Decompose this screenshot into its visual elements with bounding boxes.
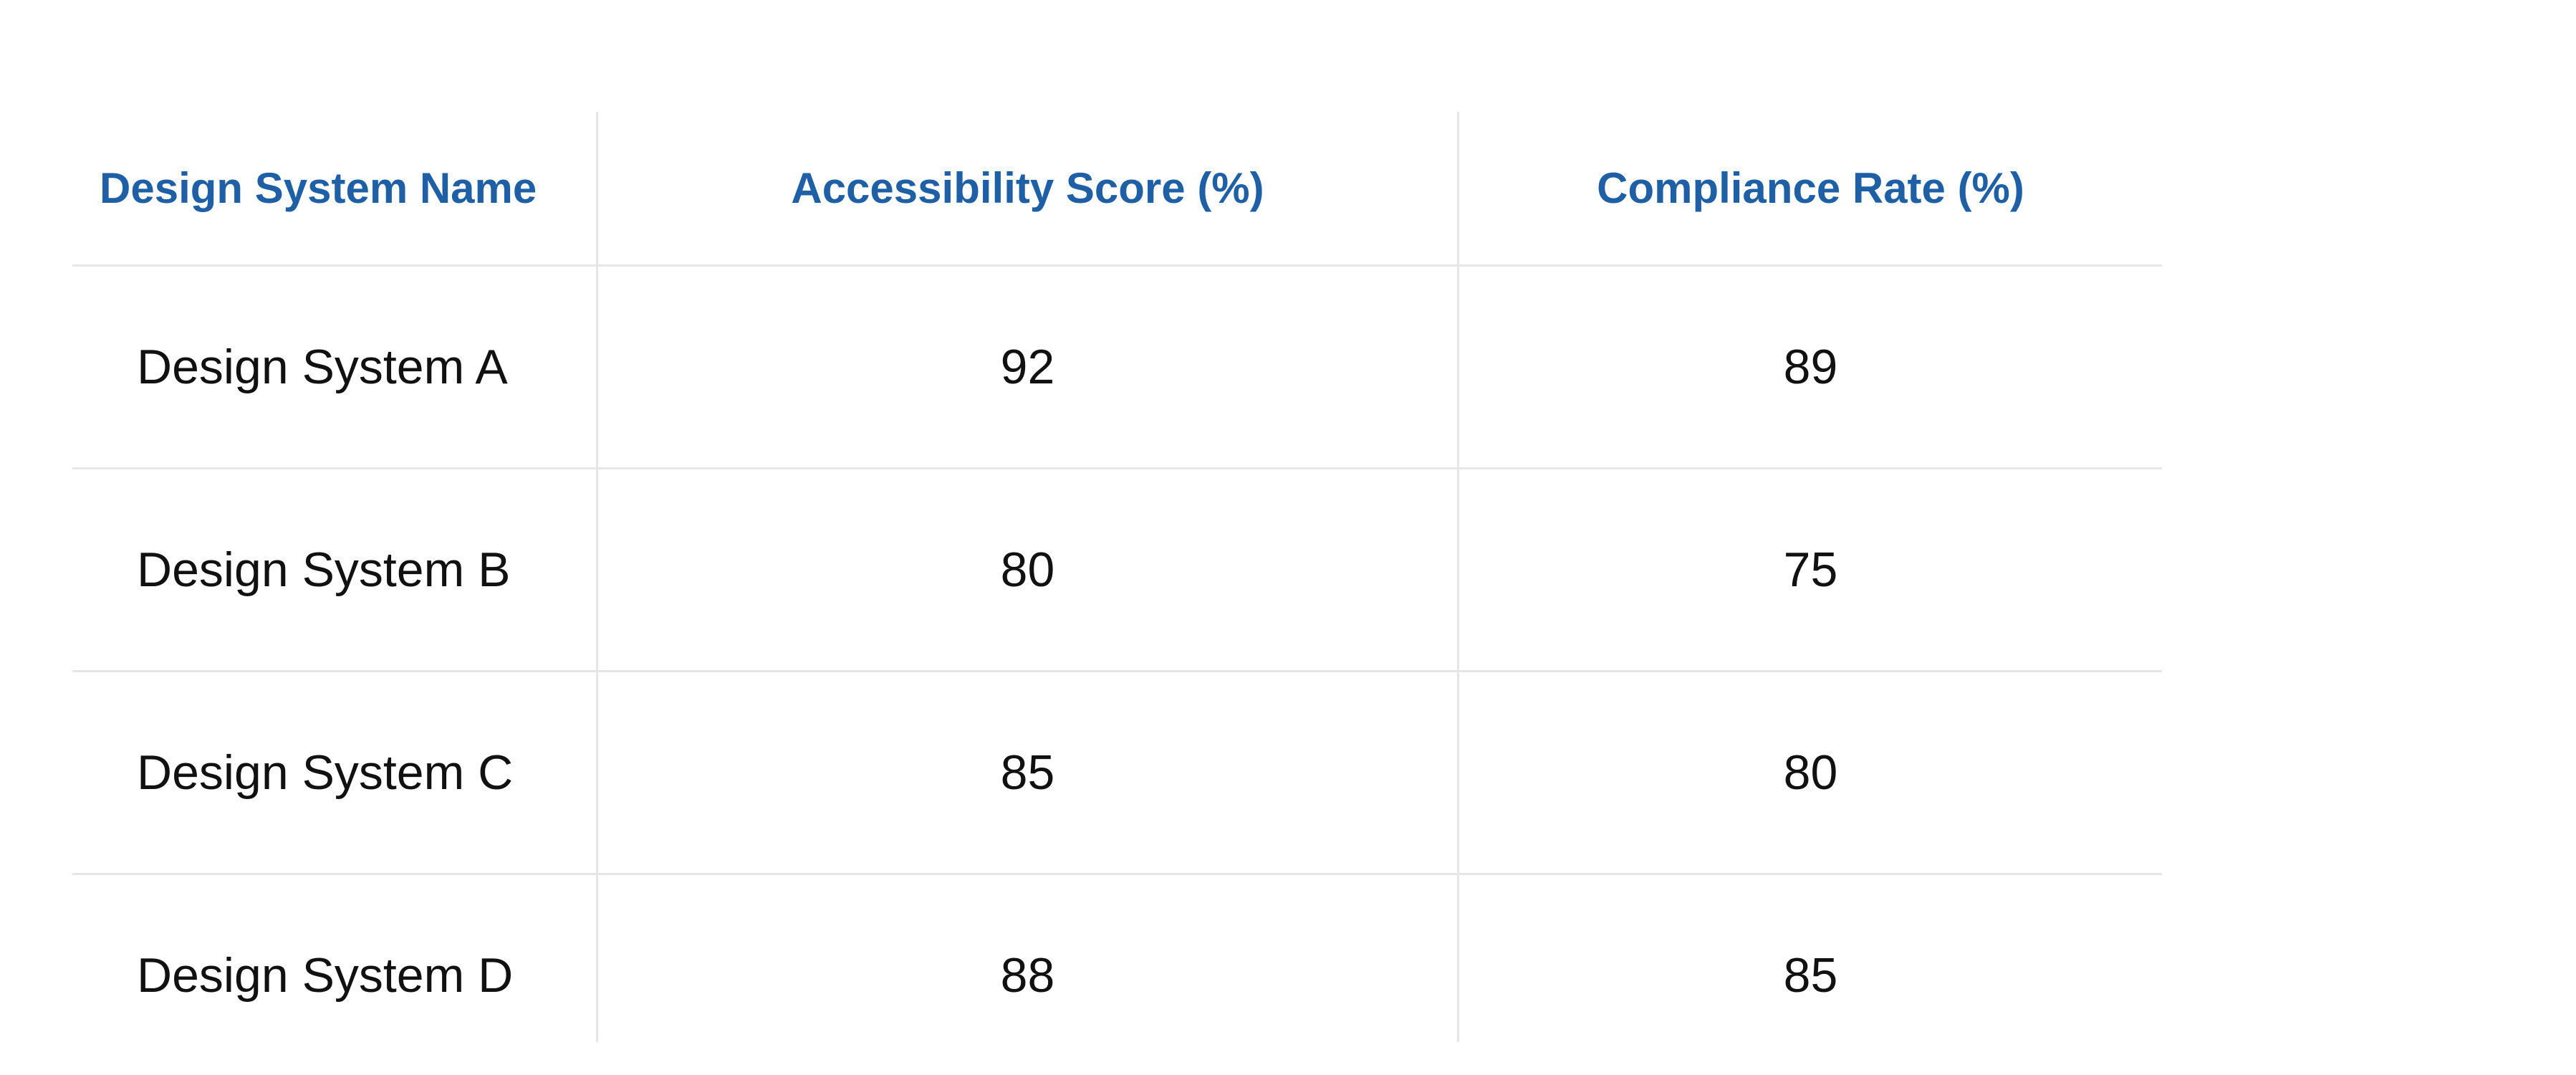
table-row: Design System C 85 80 xyxy=(72,670,2162,873)
header-cell: Compliance Rate (%) xyxy=(1457,112,2162,264)
table-cell: 85 xyxy=(596,672,1457,873)
table-cell: 88 xyxy=(596,875,1457,1042)
table-cell: 85 xyxy=(1457,875,2162,1042)
table-row: Design System D 88 85 xyxy=(72,873,2162,1042)
header-cell: Accessibility Score (%) xyxy=(596,112,1457,264)
table-cell: 80 xyxy=(1457,672,2162,873)
table-cell: 92 xyxy=(596,267,1457,467)
table-cell: 80 xyxy=(596,469,1457,670)
table-cell: 75 xyxy=(1457,469,2162,670)
table-row: Design System B 80 75 xyxy=(72,467,2162,670)
table-cell: Design System B xyxy=(137,543,511,597)
table-cell: Design System D xyxy=(137,948,514,1003)
header-row: Design System Name Accessibility Score (%… xyxy=(72,112,2162,264)
table-cell: 89 xyxy=(1457,267,2162,467)
table-row: Design System A 92 89 xyxy=(72,264,2162,467)
table-cell: Design System A xyxy=(137,340,508,394)
table-cell: Design System C xyxy=(137,745,514,800)
header-cell: Design System Name xyxy=(100,164,537,212)
table: Design System Name Accessibility Score (%… xyxy=(72,112,2162,1042)
